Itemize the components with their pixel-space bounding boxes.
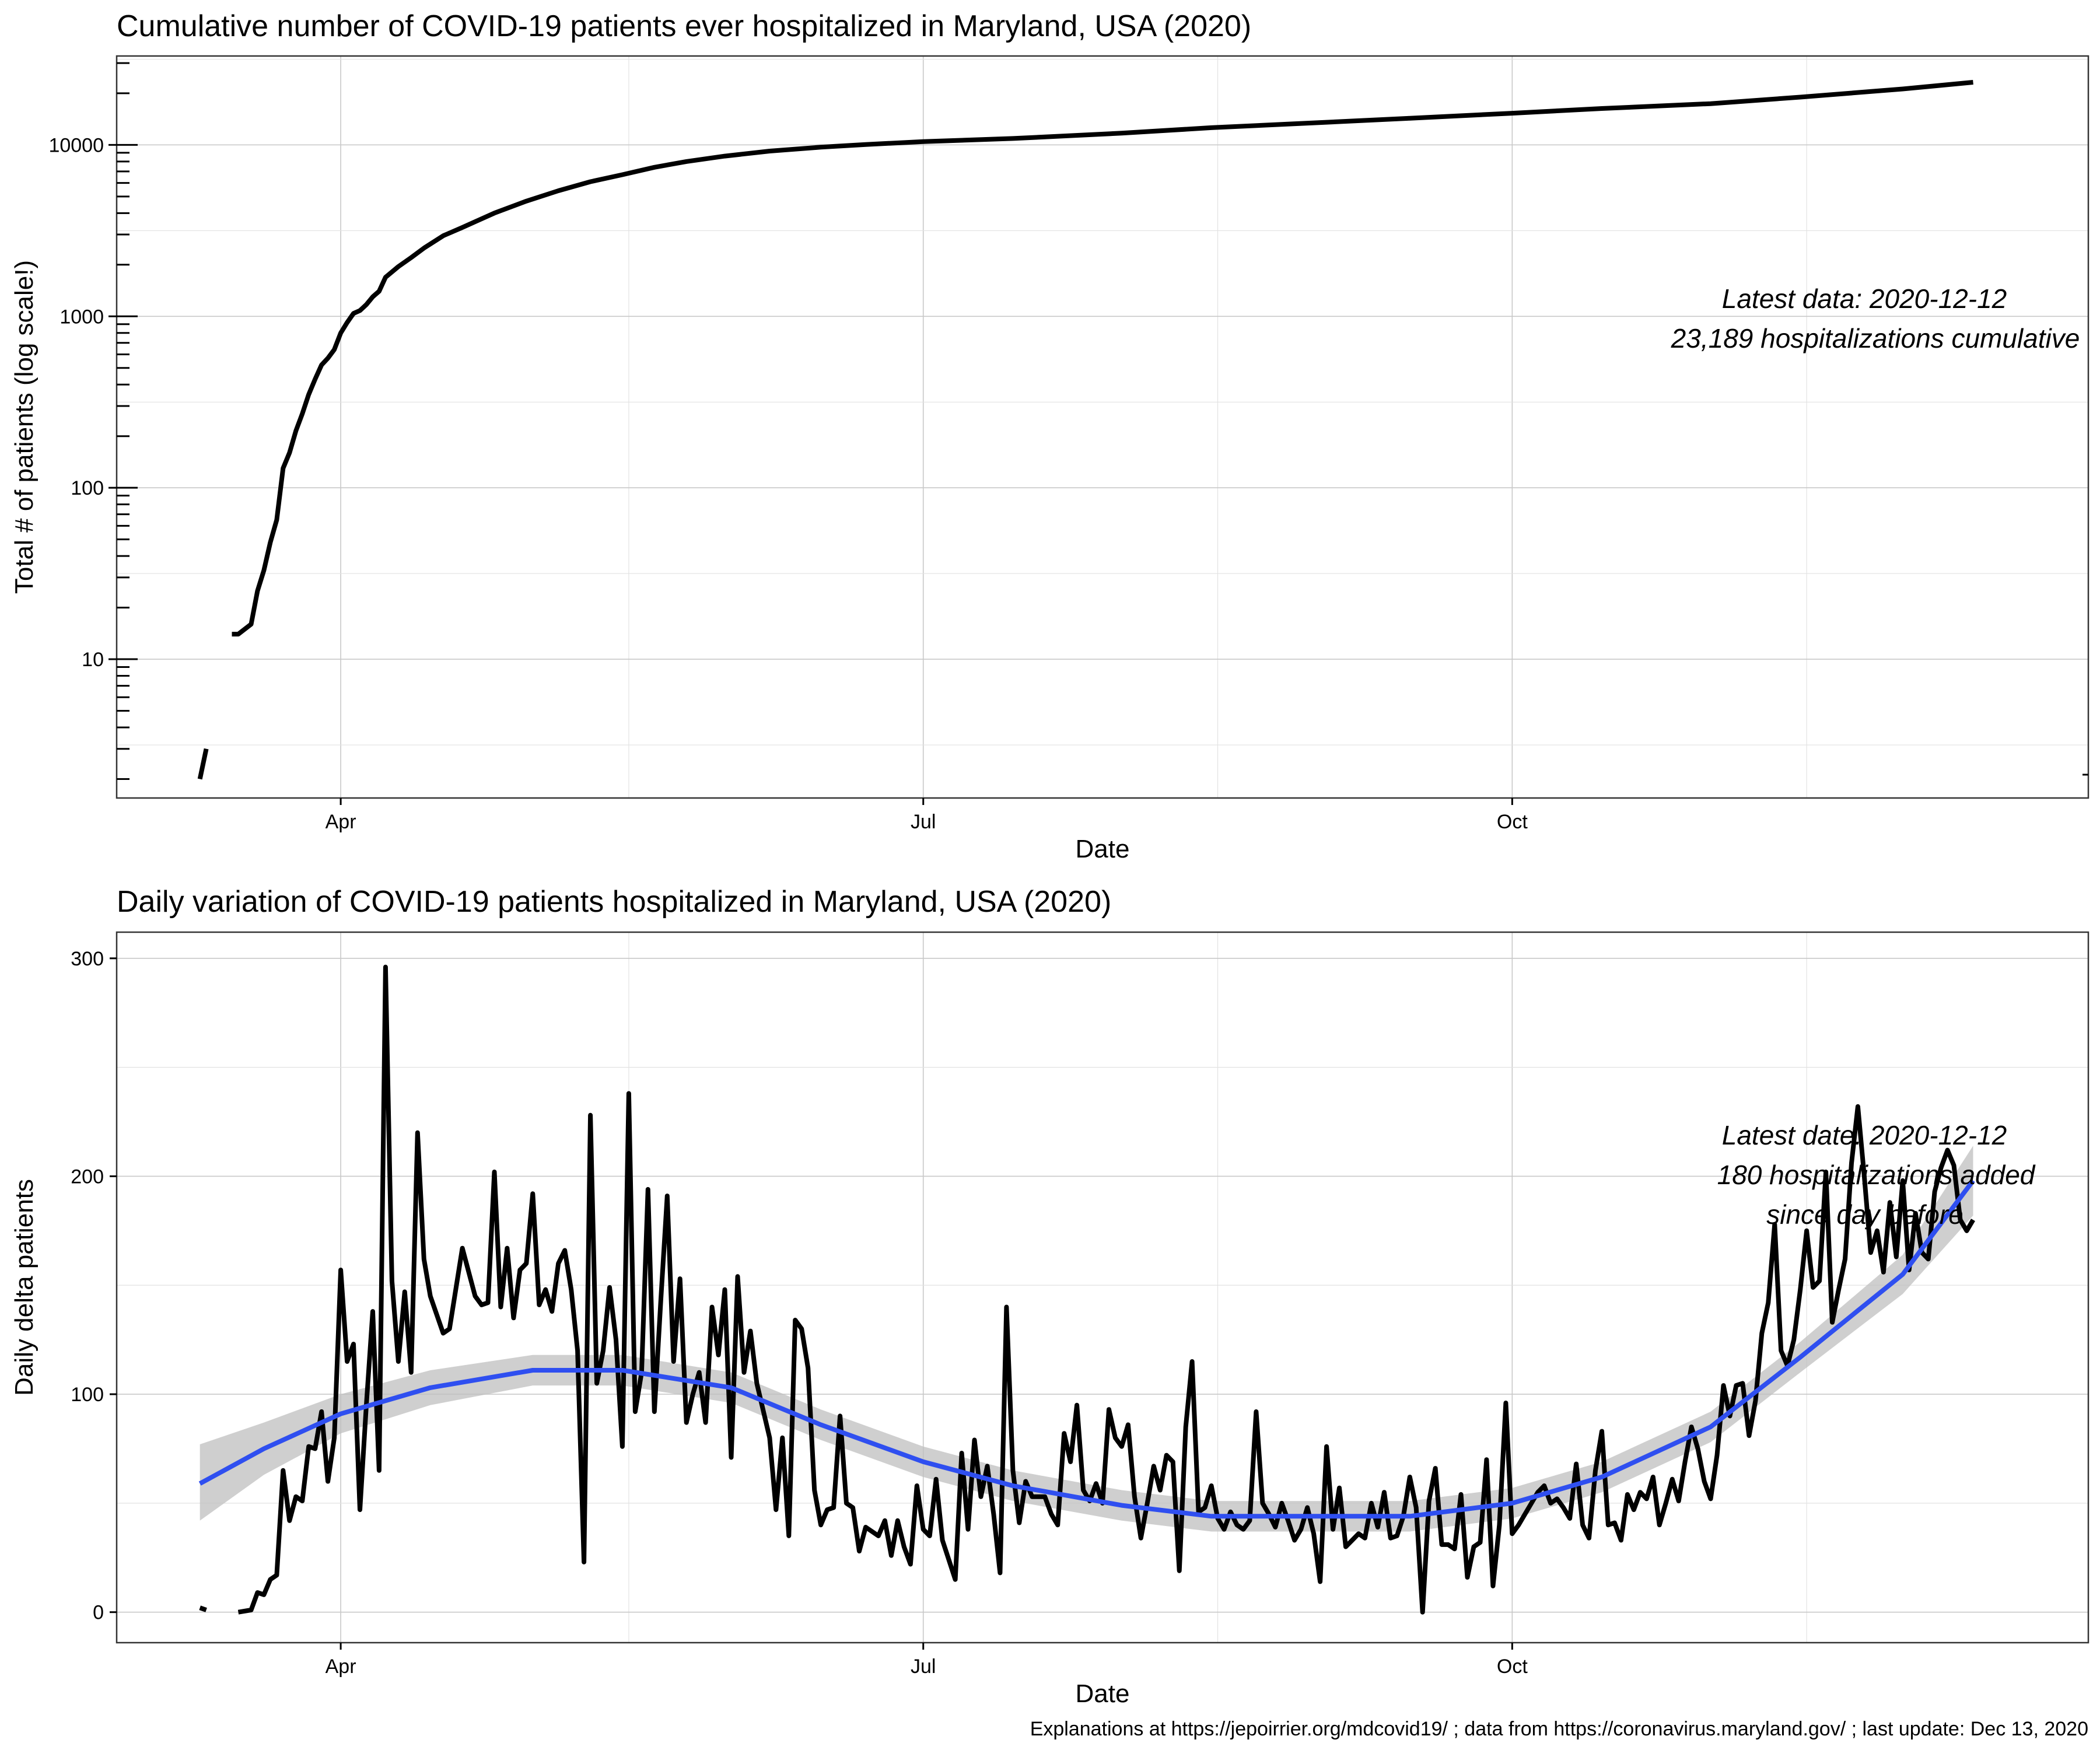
y-tick-label: 200	[71, 1166, 104, 1188]
daily-annotation-line2: 180 hospitalizations added	[1717, 1160, 2036, 1190]
y-tick-label: 1000	[60, 306, 104, 328]
figure-caption: Explanations at https://jepoirrier.org/m…	[1030, 1718, 2088, 1740]
daily-series-line	[199, 964, 1975, 1615]
daily-smooth-trend-line	[198, 1179, 1975, 1519]
daily-smooth-confidence-band	[200, 1146, 1973, 1532]
daily-chart-title: Daily variation of COVID-19 patients hos…	[117, 885, 1111, 919]
daily-chart: Daily variation of COVID-19 patients hos…	[10, 885, 2090, 1708]
cumulative-annotation-line1: Latest data: 2020-12-12	[1722, 284, 2007, 314]
daily-annotation-line1: Latest date: 2020-12-12	[1722, 1120, 2007, 1150]
cumulative-chart-title: Cumulative number of COVID-19 patients e…	[117, 9, 1251, 43]
daily-y-axis-title: Daily delta patients	[10, 1179, 38, 1396]
cumulative-chart-axis-ticks: Apr Jul Oct 10 100 1000 10000	[48, 62, 2088, 833]
daily-x-axis-title: Date	[1076, 1679, 1130, 1708]
cumulative-x-axis-title: Date	[1076, 835, 1130, 863]
y-tick-label: 0	[93, 1602, 104, 1624]
x-tick-label: Jul	[911, 811, 936, 833]
daily-chart-border	[116, 931, 2090, 1644]
cumulative-y-axis-title: Total # of patients (log scale!)	[10, 260, 38, 594]
x-tick-label: Apr	[326, 1656, 356, 1678]
cumulative-chart-border	[116, 55, 2090, 799]
y-tick-label: 10000	[48, 134, 104, 156]
daily-chart-axis-ticks: Apr Jul Oct 0 100 200 300	[71, 948, 1528, 1678]
y-tick-label: 300	[71, 948, 104, 970]
cumulative-chart-grid	[117, 56, 2088, 798]
x-tick-label: Jul	[911, 1656, 936, 1678]
x-tick-label: Oct	[1497, 1656, 1528, 1678]
x-tick-label: Apr	[326, 811, 356, 833]
cumulative-series-line	[197, 80, 1973, 780]
y-tick-label: 10	[82, 649, 104, 671]
cumulative-annotation-line2: 23,189 hospitalizations cumulative	[1671, 323, 2080, 354]
y-tick-label: 100	[71, 477, 104, 499]
cumulative-chart: Cumulative number of COVID-19 patients e…	[10, 9, 2090, 863]
y-tick-label: 100	[71, 1384, 104, 1406]
x-tick-label: Oct	[1497, 811, 1528, 833]
daily-annotation-line3: since day before	[1766, 1199, 1964, 1230]
